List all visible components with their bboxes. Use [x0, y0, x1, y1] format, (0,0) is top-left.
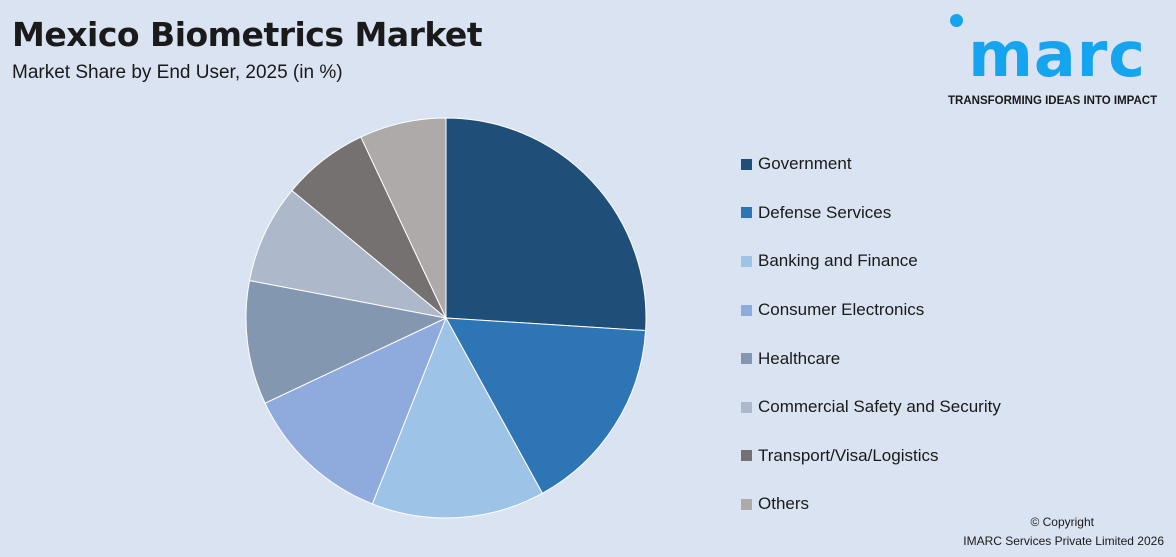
legend-swatch: [741, 450, 752, 462]
legend-label: Others: [758, 494, 810, 514]
legend-label: Healthcare: [758, 348, 841, 368]
legend-label: Banking and Finance: [758, 251, 918, 271]
legend-label: Transport/Visa/Logistics: [758, 445, 939, 465]
pie-slice-others: [360, 117, 447, 319]
pie-slice-banking-and-finance: [371, 316, 544, 519]
logo-dot: [950, 14, 963, 27]
pie-slice-defense-services: [445, 317, 647, 494]
copyright: © Copyright: [1030, 515, 1094, 529]
pie-slice-commercial-safety-and-security: [248, 189, 447, 319]
chart-title: Mexico Biometrics Market: [12, 15, 483, 54]
legend-item: Government: [741, 140, 1001, 189]
pie-slice-healthcare: [245, 279, 448, 404]
logo-word: imarc: [968, 18, 1147, 91]
legend-item: Defense Services: [741, 189, 1001, 238]
legend-swatch: [741, 207, 752, 219]
legend-item: Transport/Visa/Logistics: [741, 432, 1001, 481]
legend-label: Defense Services: [758, 202, 892, 222]
imarc-logo: imarc TRANSFORMING IDEAS INTO IMPACT: [946, 10, 1172, 110]
pie-slice-government: [445, 117, 647, 332]
legend-swatch: [741, 158, 752, 170]
legend-item: Healthcare: [741, 334, 1001, 383]
legend: Government Defense Services Banking and Fi…: [741, 140, 1001, 529]
legend-swatch: [741, 498, 752, 510]
pie-slice-consumer-electronics: [264, 317, 447, 505]
legend-swatch: [741, 353, 752, 365]
legend-item: Consumer Electronics: [741, 286, 1001, 335]
legend-item: Others: [741, 480, 1001, 529]
legend-label: Commercial Safety and Security: [758, 397, 1001, 417]
legend-label: Consumer Electronics: [758, 300, 925, 320]
legend-item: Commercial Safety and Security: [741, 383, 1001, 432]
legend-label: Government: [758, 154, 852, 174]
copyright-company: IMARC Services Private Limited 2026: [963, 534, 1164, 548]
legend-item: Banking and Finance: [741, 237, 1001, 286]
legend-swatch: [741, 401, 752, 413]
legend-swatch: [741, 255, 752, 267]
legend-swatch: [741, 304, 752, 316]
chart-subtitle: Market Share by End User, 2025 (in %): [12, 62, 343, 83]
logo-tagline: TRANSFORMING IDEAS INTO IMPACT: [948, 95, 1158, 107]
